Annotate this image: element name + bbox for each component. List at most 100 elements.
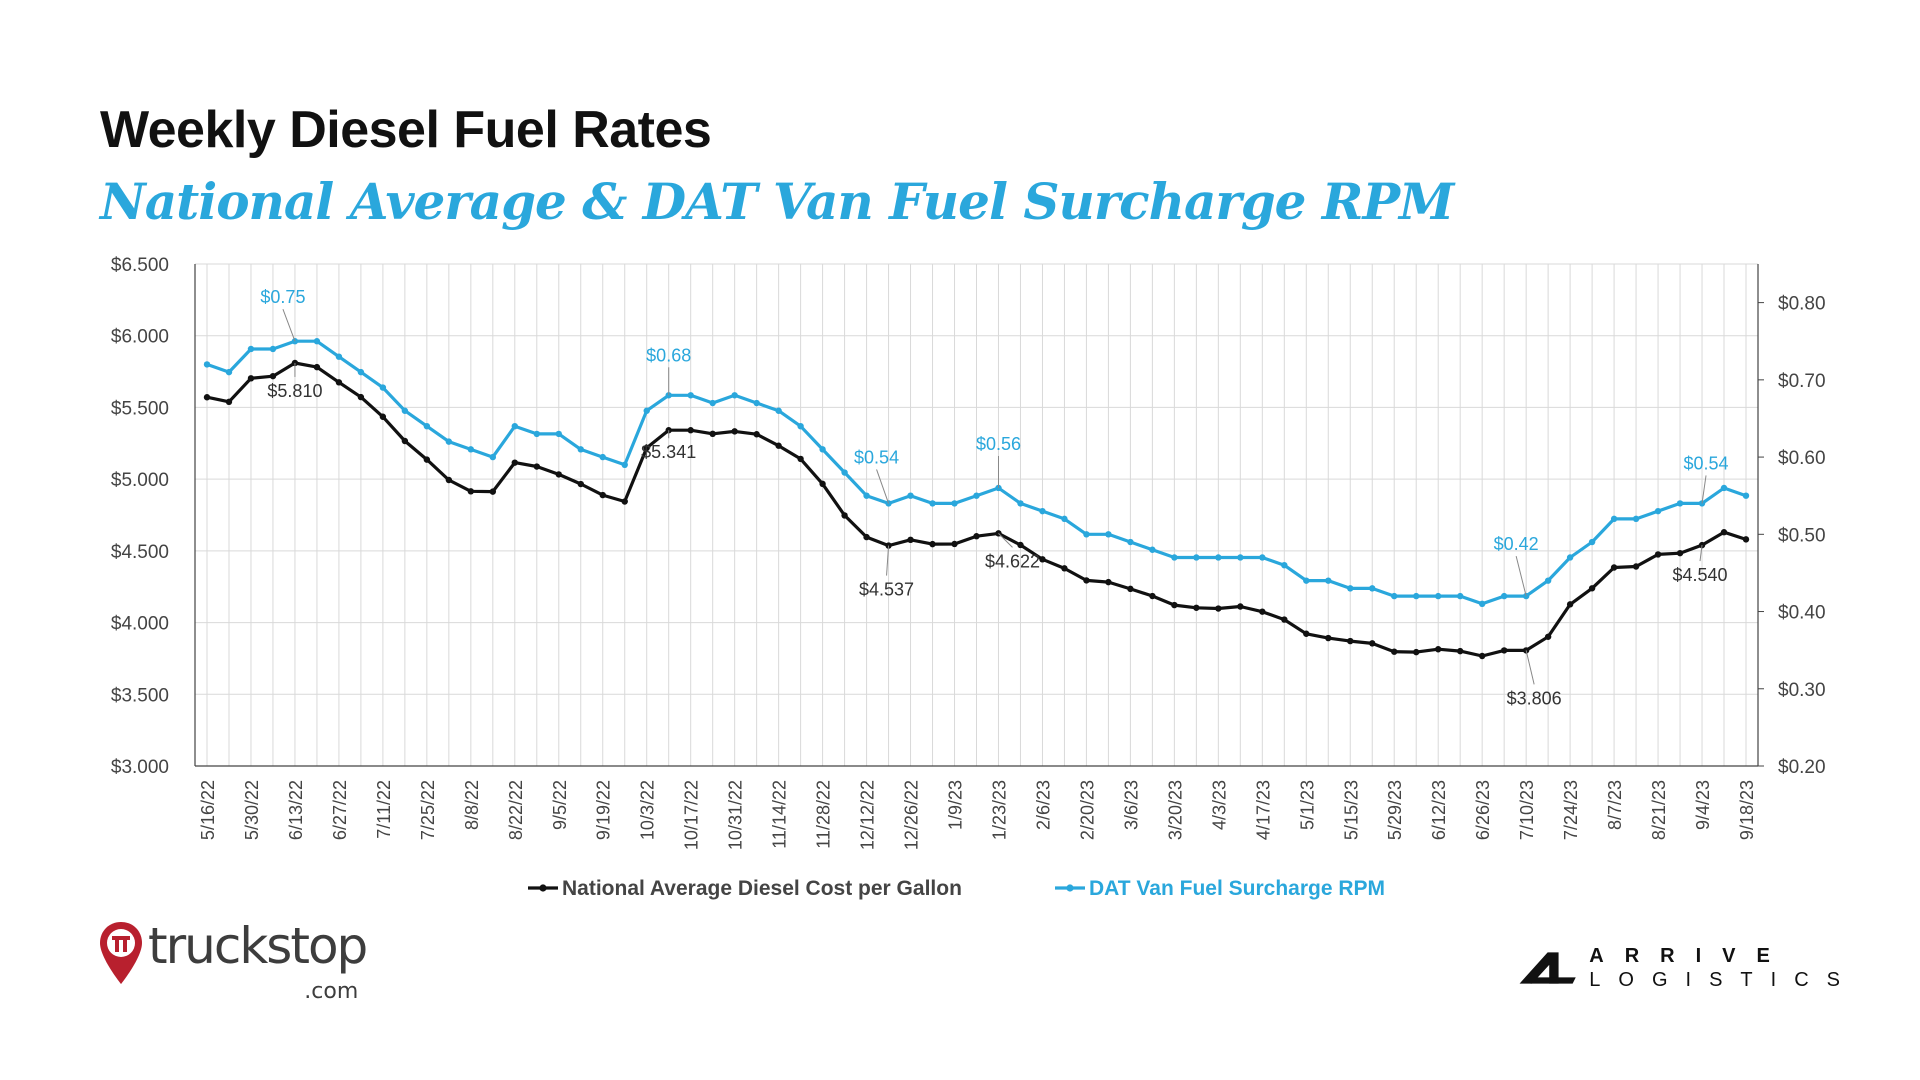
x-tick-label: 3/6/23 bbox=[1121, 780, 1141, 830]
diesel-data-point bbox=[1456, 647, 1464, 655]
legend-label-dat: DAT Van Fuel Surcharge RPM bbox=[1089, 877, 1385, 900]
dat-data-point bbox=[1281, 562, 1288, 569]
dat-data-point bbox=[1676, 500, 1684, 507]
truckstop-logo: truckstop .com bbox=[98, 920, 418, 1004]
dat-label-leader bbox=[1515, 555, 1527, 597]
dat-data-point bbox=[929, 500, 936, 507]
diesel-data-point bbox=[1215, 605, 1222, 612]
x-tick-label: 8/21/23 bbox=[1649, 780, 1669, 840]
y-left-tick-label: $5.500 bbox=[111, 398, 169, 419]
y-right-tick-label: $0.70 bbox=[1778, 371, 1826, 392]
dat-data-point bbox=[225, 368, 233, 376]
diesel-data-point bbox=[1413, 648, 1420, 656]
y-right-tick-label: $0.20 bbox=[1778, 757, 1826, 778]
chart-subtitle: National Average & DAT Van Fuel Surcharg… bbox=[100, 172, 1454, 231]
diesel-data-point bbox=[731, 428, 738, 435]
dat-data-point bbox=[1500, 592, 1508, 600]
dat-data-point bbox=[1325, 577, 1332, 584]
legend-label-diesel: National Average Diesel Cost per Gallon bbox=[562, 877, 962, 900]
diesel-data-point bbox=[1325, 634, 1332, 642]
diesel-data-point bbox=[599, 491, 606, 499]
diesel-data-point bbox=[687, 427, 694, 434]
diesel-data-point bbox=[555, 471, 562, 478]
diesel-data-point bbox=[1632, 563, 1640, 570]
dat-data-point bbox=[335, 353, 343, 360]
x-axis-ticks: 5/16/22 5/30/22 6/13/22 6/27/22 7/11/22 7/25/… bbox=[198, 780, 1757, 850]
diesel-data-label: $3.806 bbox=[1507, 688, 1562, 708]
diesel-data-point bbox=[1544, 633, 1552, 640]
y-right-tick-label: $0.40 bbox=[1778, 603, 1826, 624]
diesel-data-point bbox=[1347, 637, 1354, 645]
dat-data-label: $0.56 bbox=[976, 434, 1021, 454]
diesel-data-point bbox=[291, 359, 299, 367]
x-tick-label: 6/12/23 bbox=[1429, 780, 1449, 840]
diesel-data-point bbox=[709, 430, 716, 438]
diesel-data-point bbox=[1105, 578, 1112, 586]
dat-data-point bbox=[1171, 554, 1178, 561]
x-tick-label: 4/3/23 bbox=[1209, 780, 1229, 830]
dat-data-point bbox=[1544, 577, 1552, 584]
diesel-data-point bbox=[1391, 648, 1398, 655]
dat-data-point bbox=[1742, 492, 1750, 499]
diesel-data-label: $4.622 bbox=[985, 551, 1040, 571]
diesel-data-point bbox=[1720, 529, 1728, 536]
x-tick-label: 5/1/23 bbox=[1297, 780, 1317, 830]
dat-data-point bbox=[423, 422, 431, 430]
diesel-data-point bbox=[1083, 577, 1090, 584]
chart-title: Weekly Diesel Fuel Rates bbox=[100, 101, 712, 159]
dat-data-label: $0.68 bbox=[646, 345, 691, 365]
diesel-data-point bbox=[203, 394, 211, 401]
diesel-label-leader bbox=[1699, 545, 1703, 562]
diesel-data-label: $5.810 bbox=[267, 381, 322, 401]
diesel-data-point bbox=[1237, 603, 1244, 610]
diesel-data-point bbox=[1500, 647, 1508, 654]
truckstop-suffix: .com bbox=[304, 979, 359, 1004]
diesel-data-point bbox=[489, 488, 497, 495]
dat-data-point bbox=[1610, 515, 1618, 523]
dat-label-leader bbox=[1701, 475, 1707, 504]
x-tick-label: 2/20/23 bbox=[1077, 780, 1097, 840]
dat-data-point bbox=[401, 407, 409, 414]
dat-data-point bbox=[951, 500, 958, 507]
x-tick-label: 8/22/22 bbox=[506, 780, 526, 840]
diesel-data-point bbox=[247, 375, 255, 382]
dat-data-point bbox=[1127, 538, 1134, 546]
x-tick-label: 6/27/22 bbox=[330, 780, 350, 840]
diesel-data-point bbox=[1061, 565, 1068, 572]
x-tick-label: 12/12/22 bbox=[858, 780, 878, 850]
dat-data-point bbox=[445, 438, 453, 445]
dat-data-point bbox=[379, 384, 387, 391]
arrive-word: ARRIVE bbox=[1589, 945, 1791, 967]
diesel-data-point bbox=[1610, 564, 1618, 571]
dat-data-point bbox=[1654, 507, 1662, 515]
diesel-data-point bbox=[467, 488, 475, 495]
diesel-data-point bbox=[1017, 541, 1024, 549]
diesel-data-point bbox=[973, 533, 980, 540]
x-tick-label: 4/17/23 bbox=[1253, 780, 1273, 840]
y-right-tick-label: $0.30 bbox=[1778, 680, 1826, 701]
diesel-data-point bbox=[1171, 601, 1178, 609]
diesel-data-point bbox=[1193, 604, 1200, 611]
y-right-tick-label: $0.80 bbox=[1778, 294, 1826, 315]
dat-data-point bbox=[1413, 592, 1420, 600]
diesel-data-point bbox=[357, 393, 365, 401]
diesel-data-point bbox=[929, 540, 936, 548]
dat-data-point bbox=[1347, 585, 1354, 592]
dat-data-point bbox=[1083, 531, 1090, 538]
diesel-data-point bbox=[1654, 551, 1662, 558]
dat-data-point bbox=[1588, 538, 1596, 546]
diesel-data-point bbox=[1303, 630, 1310, 637]
dat-data-point bbox=[1149, 546, 1156, 553]
dat-data-point bbox=[577, 446, 584, 453]
dat-data-point bbox=[357, 368, 365, 376]
x-tick-label: 5/29/23 bbox=[1385, 780, 1405, 840]
diesel-data-point bbox=[379, 413, 387, 420]
diesel-data-point bbox=[753, 431, 760, 438]
dat-data-point bbox=[1215, 554, 1222, 561]
dat-data-point bbox=[1391, 592, 1398, 600]
dat-data-point bbox=[533, 430, 540, 438]
x-tick-label: 12/26/22 bbox=[902, 780, 922, 850]
x-tick-label: 10/31/22 bbox=[726, 780, 746, 850]
dat-data-point bbox=[489, 453, 497, 461]
dat-data-point bbox=[1303, 577, 1310, 584]
